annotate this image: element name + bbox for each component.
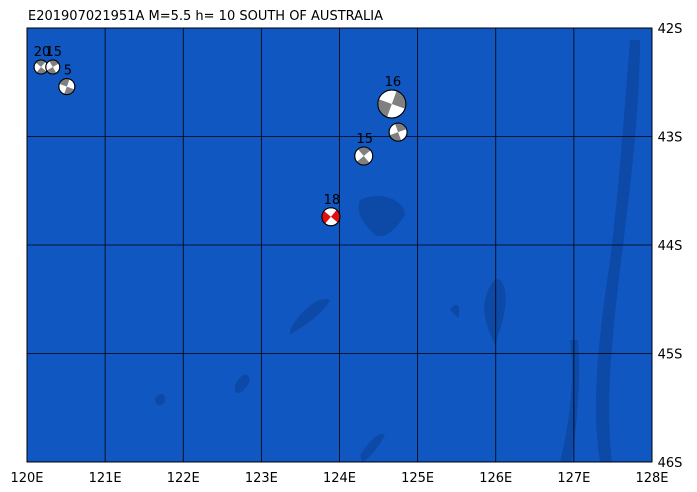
x-tick-label: 126E xyxy=(479,471,512,486)
x-tick-label: 122E xyxy=(167,471,200,486)
x-tick-label: 121E xyxy=(89,471,122,486)
y-tick-label: 46S xyxy=(658,456,683,471)
x-tick-label: 128E xyxy=(635,471,668,486)
focal-mechanism xyxy=(33,59,49,75)
x-tick-label: 120E xyxy=(10,471,43,486)
y-tick-label: 43S xyxy=(658,131,683,146)
compressional-quadrant xyxy=(36,67,47,75)
compressional-quadrant xyxy=(35,60,46,68)
y-tick-label: 45S xyxy=(658,348,683,363)
beachball-outline xyxy=(45,59,61,75)
bathymetry xyxy=(155,40,640,462)
depth-label: 20 xyxy=(34,45,51,60)
x-tick-label: 124E xyxy=(323,471,356,486)
beachball-outline xyxy=(354,146,374,166)
focal-mechanism xyxy=(321,207,341,227)
beachball-outline xyxy=(321,207,341,227)
x-tick-label: 123E xyxy=(245,471,278,486)
y-tick-label: 42S xyxy=(658,22,683,37)
compressional-quadrant xyxy=(357,147,371,157)
focal-mechanism xyxy=(58,78,76,96)
focal-mechanism xyxy=(354,146,374,166)
compressional-quadrant xyxy=(356,156,370,166)
depth-label: 16 xyxy=(385,75,402,90)
focal-mechanism xyxy=(377,89,407,119)
x-tick-label: 125E xyxy=(401,471,434,486)
compressional-quadrant xyxy=(46,67,57,75)
depth-label: 15 xyxy=(356,132,373,147)
compressional-quadrant xyxy=(321,211,331,224)
beachball-outline xyxy=(58,78,76,96)
beachball-outline xyxy=(388,122,408,142)
x-tick-label: 127E xyxy=(557,471,590,486)
depth-label: 18 xyxy=(324,193,341,208)
focal-mechanism xyxy=(388,122,408,142)
map-title: E201907021951A M=5.5 h= 10 SOUTH OF AUST… xyxy=(28,9,383,24)
compressional-quadrant xyxy=(330,209,340,223)
focal-mechanism xyxy=(45,59,61,75)
compressional-quadrant xyxy=(49,60,59,68)
y-tick-label: 44S xyxy=(658,239,683,254)
beachball-outline xyxy=(377,89,407,119)
frame xyxy=(26,27,653,463)
depth-label: 15 xyxy=(46,45,63,60)
depth-label: 5 xyxy=(64,64,72,79)
